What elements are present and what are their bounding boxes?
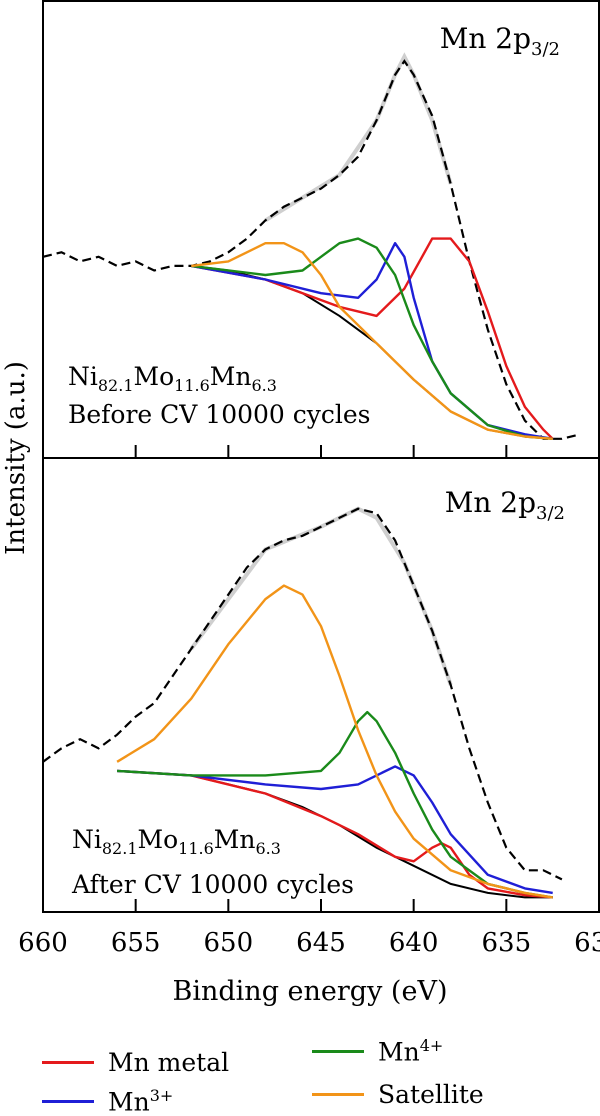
legend-label-mn4: Mn4+	[378, 1036, 444, 1067]
panel-after	[42, 506, 563, 899]
legend-swatch-mn4	[312, 1049, 364, 1053]
legend-item-satellite: Satellite	[312, 1080, 484, 1109]
legend-item-mn3: Mn3+	[42, 1086, 173, 1116]
legend-item-mn4: Mn4+	[312, 1036, 443, 1066]
panel-bottom-sample: Ni82.1Mo11.6Mn6.3	[72, 825, 281, 858]
x-tick-label: 630	[574, 928, 600, 958]
x-tick-label: 655	[111, 928, 161, 958]
x-tick-label: 640	[389, 928, 439, 958]
x-tick-label: 645	[296, 928, 346, 958]
raw-data-line	[42, 507, 563, 881]
legend-swatch-satellite	[312, 1093, 364, 1096]
legend-item-mn-metal: Mn metal	[42, 1048, 229, 1077]
panel-bottom-caption: After CV 10000 cycles	[71, 870, 354, 899]
series-line-mn4	[117, 710, 553, 899]
series-line-satellite	[191, 242, 553, 440]
y-axis-label: Intensity (a.u.)	[1, 361, 31, 555]
panel-top-caption: Before CV 10000 cycles	[68, 400, 371, 429]
series-line-satellite	[116, 584, 553, 899]
panel-bottom-title: Mn 2p3/2	[445, 486, 565, 524]
envelope-line	[189, 506, 453, 686]
legend: Mn metal Mn4+ Mn3+ Satellite	[0, 1030, 600, 1116]
x-axis-label: Binding energy (eV)	[173, 976, 448, 1007]
legend-label-mn-metal: Mn metal	[108, 1048, 230, 1077]
panel-top-sample: Ni82.1Mo11.6Mn6.3	[68, 362, 277, 395]
series-line-mn-metal	[117, 769, 553, 899]
x-tick-label: 650	[204, 928, 254, 958]
x-tick-label: 660	[18, 928, 68, 958]
x-tick-label: 635	[482, 928, 532, 958]
envelope-line	[264, 52, 453, 223]
series-line-mn4	[191, 237, 553, 440]
legend-label-mn3: Mn3+	[108, 1086, 174, 1116]
xps-chart: 660 655 650 645 640 635 630 Intensity (a.u.) B…	[1, 0, 600, 1007]
panel-before	[42, 52, 581, 440]
legend-swatch-mn-metal	[42, 1061, 94, 1064]
legend-swatch-mn3	[42, 1099, 94, 1103]
x-axis-ticks: 660 655 650 645 640 635 630	[18, 445, 600, 958]
legend-label-satellite: Satellite	[378, 1080, 484, 1109]
panel-top-title: Mn 2p3/2	[440, 22, 560, 60]
raw-data-line	[42, 59, 581, 440]
